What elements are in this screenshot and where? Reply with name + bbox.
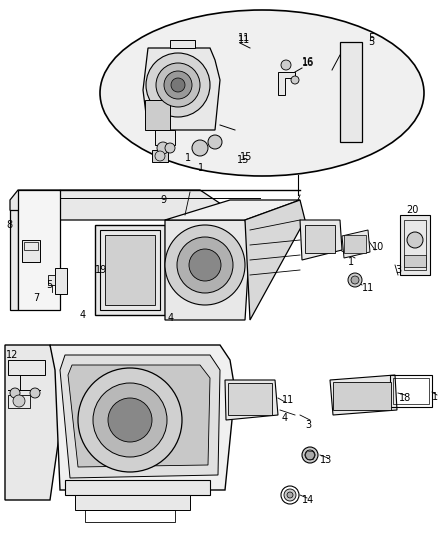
- Text: 9: 9: [160, 195, 166, 205]
- Polygon shape: [143, 48, 220, 130]
- Text: 19: 19: [95, 265, 107, 275]
- Text: 11: 11: [282, 395, 294, 405]
- Text: 16: 16: [302, 58, 314, 68]
- Polygon shape: [105, 235, 155, 305]
- Bar: [228, 383, 272, 415]
- Circle shape: [156, 63, 200, 107]
- Bar: [400, 215, 430, 275]
- Circle shape: [284, 489, 296, 501]
- Circle shape: [93, 383, 167, 457]
- Circle shape: [165, 143, 175, 153]
- Text: 5: 5: [368, 37, 374, 47]
- Text: 11: 11: [238, 35, 250, 45]
- Circle shape: [302, 447, 318, 463]
- Circle shape: [78, 368, 182, 472]
- Circle shape: [108, 398, 152, 442]
- Text: 11: 11: [238, 33, 250, 43]
- Circle shape: [171, 78, 185, 92]
- Bar: [404, 255, 426, 267]
- Text: 20: 20: [406, 205, 418, 215]
- Text: 1: 1: [185, 153, 191, 163]
- Bar: [393, 378, 429, 404]
- Text: 10: 10: [372, 242, 384, 252]
- Bar: [344, 235, 366, 253]
- Bar: [333, 382, 391, 410]
- Circle shape: [177, 237, 233, 293]
- Bar: [24, 242, 38, 250]
- Text: 16: 16: [302, 57, 314, 67]
- Circle shape: [208, 135, 222, 149]
- Polygon shape: [68, 365, 210, 467]
- Bar: [340, 42, 362, 142]
- Bar: [390, 375, 432, 407]
- Polygon shape: [145, 100, 170, 130]
- Polygon shape: [342, 230, 370, 258]
- Polygon shape: [5, 345, 60, 500]
- Circle shape: [192, 140, 208, 156]
- Text: 5: 5: [368, 33, 374, 43]
- Circle shape: [165, 225, 245, 305]
- Polygon shape: [60, 355, 220, 478]
- Text: 5: 5: [46, 280, 52, 290]
- Circle shape: [157, 142, 169, 154]
- Polygon shape: [50, 345, 235, 490]
- Text: 18: 18: [399, 393, 411, 403]
- Circle shape: [164, 71, 192, 99]
- Polygon shape: [245, 200, 305, 320]
- Bar: [55, 268, 67, 294]
- Polygon shape: [225, 380, 278, 420]
- Text: 3: 3: [395, 265, 401, 275]
- Circle shape: [30, 388, 40, 398]
- Circle shape: [281, 60, 291, 70]
- Polygon shape: [18, 190, 60, 310]
- Bar: [22, 240, 40, 262]
- Polygon shape: [10, 190, 230, 220]
- Text: 4: 4: [80, 310, 86, 320]
- Text: 11: 11: [362, 283, 374, 293]
- Text: 12: 12: [6, 350, 18, 360]
- Polygon shape: [165, 200, 300, 220]
- Polygon shape: [8, 360, 45, 375]
- Circle shape: [146, 53, 210, 117]
- Polygon shape: [152, 150, 168, 162]
- Polygon shape: [300, 220, 342, 260]
- Polygon shape: [165, 220, 250, 320]
- Polygon shape: [170, 40, 195, 48]
- Circle shape: [10, 388, 20, 398]
- Text: 15: 15: [237, 155, 249, 165]
- Text: 17: 17: [432, 392, 438, 402]
- Circle shape: [13, 395, 25, 407]
- Circle shape: [407, 232, 423, 248]
- Bar: [404, 220, 426, 270]
- Polygon shape: [10, 210, 18, 310]
- Polygon shape: [95, 225, 165, 315]
- Polygon shape: [155, 130, 175, 145]
- Text: 8: 8: [6, 220, 12, 230]
- Circle shape: [287, 492, 293, 498]
- Text: 4: 4: [168, 313, 174, 323]
- Circle shape: [305, 450, 315, 460]
- Text: 1: 1: [198, 163, 204, 173]
- Circle shape: [348, 273, 362, 287]
- Text: 3: 3: [305, 420, 311, 430]
- Text: 15: 15: [240, 152, 252, 162]
- Polygon shape: [330, 375, 397, 415]
- Text: 4: 4: [282, 413, 288, 423]
- Text: 7: 7: [33, 293, 39, 303]
- Text: 14: 14: [302, 495, 314, 505]
- Polygon shape: [48, 275, 55, 285]
- Polygon shape: [65, 480, 210, 495]
- Text: 1: 1: [348, 257, 354, 267]
- Bar: [305, 225, 335, 253]
- Text: 13: 13: [320, 455, 332, 465]
- Circle shape: [291, 76, 299, 84]
- Circle shape: [189, 249, 221, 281]
- Polygon shape: [278, 72, 295, 95]
- Circle shape: [351, 276, 359, 284]
- Polygon shape: [75, 495, 190, 510]
- Ellipse shape: [100, 10, 424, 176]
- Polygon shape: [8, 395, 30, 408]
- Circle shape: [155, 151, 165, 161]
